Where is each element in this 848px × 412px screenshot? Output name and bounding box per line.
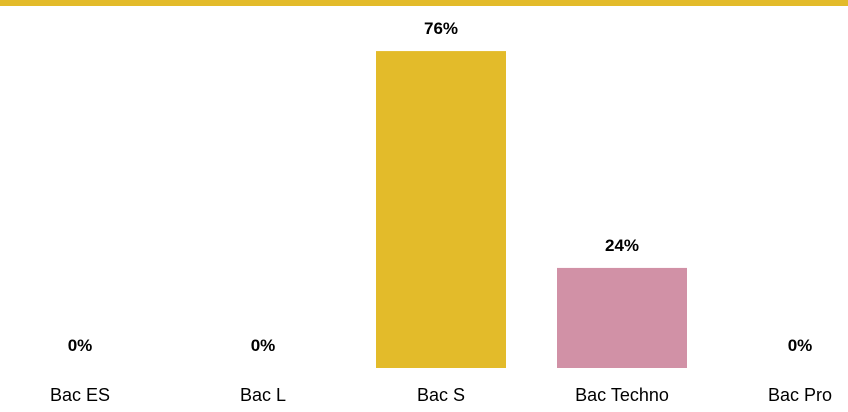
value-label-bac-l: 0%	[251, 336, 276, 355]
bars-layer	[376, 51, 687, 369]
bar-bac-s	[376, 51, 506, 369]
top-strip	[0, 0, 848, 6]
category-label-bac-pro: Bac Pro	[768, 385, 832, 405]
category-labels-layer: Bac ES Bac L Bac S Bac Techno Bac Pro	[50, 385, 832, 405]
value-label-bac-s: 76%	[424, 19, 458, 38]
value-label-bac-pro: 0%	[788, 336, 813, 355]
category-label-bac-l: Bac L	[240, 385, 286, 405]
category-label-bac-techno: Bac Techno	[575, 385, 669, 405]
value-labels-layer: 0% 0% 76% 24% 0%	[68, 19, 813, 355]
category-label-bac-es: Bac ES	[50, 385, 110, 405]
bar-bac-techno	[557, 267, 687, 368]
category-label-bac-s: Bac S	[417, 385, 465, 405]
value-label-bac-es: 0%	[68, 336, 93, 355]
value-label-bac-techno: 24%	[605, 236, 639, 255]
